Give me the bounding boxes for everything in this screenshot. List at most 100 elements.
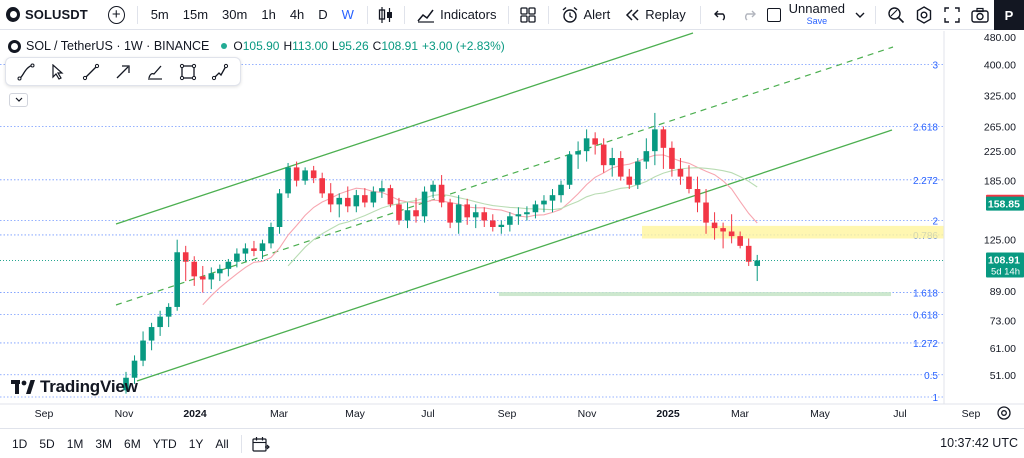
candle-body[interactable] — [592, 138, 598, 145]
layout-selector[interactable]: Unnamed Save — [763, 0, 869, 30]
axis-settings-gear-icon[interactable] — [996, 405, 1012, 421]
chart-type-candles-icon[interactable] — [374, 0, 398, 30]
candle-body[interactable] — [344, 197, 351, 207]
cursor-arrow-icon[interactable] — [47, 61, 69, 83]
candle-body[interactable] — [396, 204, 402, 221]
interval-4h[interactable]: 4h — [289, 7, 305, 22]
candle-body[interactable] — [652, 129, 658, 152]
quick-search-icon[interactable] — [882, 0, 910, 30]
candle-body[interactable] — [447, 202, 453, 223]
candle-body[interactable] — [208, 273, 215, 280]
candle-body[interactable] — [148, 327, 155, 341]
candle-body[interactable] — [413, 210, 419, 217]
candle-body[interactable] — [404, 210, 411, 221]
range-3m[interactable]: 3M — [95, 436, 113, 451]
candle-body[interactable] — [464, 204, 470, 218]
candle-body[interactable] — [455, 204, 462, 223]
symbol-search[interactable]: SOLUSDT — [25, 7, 88, 22]
candle-body[interactable] — [327, 193, 334, 205]
channel-middle-line[interactable] — [115, 46, 894, 306]
candle-body[interactable] — [669, 147, 675, 169]
candle-body[interactable] — [268, 226, 274, 244]
camera-snapshot-icon[interactable] — [966, 0, 994, 30]
range-5d[interactable]: 5D — [39, 436, 55, 451]
candle-body[interactable] — [140, 340, 146, 361]
candle-body[interactable] — [123, 377, 129, 391]
candle-body[interactable] — [285, 167, 291, 194]
candle-body[interactable] — [660, 129, 667, 148]
candle-body[interactable] — [421, 191, 428, 217]
candle-body[interactable] — [217, 268, 223, 274]
interval-5m[interactable]: 5m — [150, 7, 169, 22]
candle-body[interactable] — [199, 276, 206, 280]
candle-body[interactable] — [643, 151, 650, 162]
candle-body[interactable] — [225, 261, 232, 269]
publish-button[interactable]: P — [994, 0, 1024, 30]
candle-body[interactable] — [575, 151, 581, 155]
candle-body[interactable] — [583, 138, 590, 152]
interval-15m[interactable]: 15m — [182, 7, 209, 22]
candle-body[interactable] — [515, 214, 522, 217]
candle-body[interactable] — [276, 193, 283, 227]
candle-body[interactable] — [626, 176, 633, 185]
range-all[interactable]: All — [215, 436, 229, 451]
tradingview-logo[interactable]: TradingView — [11, 377, 138, 397]
draw-curve-icon[interactable] — [15, 61, 37, 83]
candle-body[interactable] — [524, 212, 530, 215]
candle-body[interactable] — [242, 248, 249, 254]
candle-body[interactable] — [711, 222, 718, 229]
trend-line-icon[interactable] — [80, 61, 102, 83]
indicators-button[interactable]: Indicators — [411, 0, 502, 30]
candle-body[interactable] — [737, 236, 743, 246]
redo-icon[interactable] — [735, 0, 763, 30]
save-link[interactable]: Save — [806, 15, 828, 26]
candle-body[interactable] — [600, 144, 607, 166]
candle-body[interactable] — [507, 216, 513, 225]
rectangle-tool-icon[interactable] — [177, 61, 199, 83]
candle-body[interactable] — [157, 316, 163, 328]
candle-body[interactable] — [302, 170, 308, 181]
range-1d[interactable]: 1D — [12, 436, 28, 451]
candle-body[interactable] — [353, 195, 360, 207]
candle-body[interactable] — [686, 176, 692, 190]
candle-body[interactable] — [472, 212, 479, 218]
candle-body[interactable] — [558, 184, 564, 196]
interval-d[interactable]: D — [318, 7, 328, 22]
candle-body[interactable] — [259, 243, 266, 251]
path-tool-icon[interactable] — [209, 61, 231, 83]
resistance-zone-highlight[interactable] — [642, 225, 944, 239]
date-range-calendar-icon[interactable] — [252, 436, 270, 452]
channel-upper-line[interactable] — [115, 32, 694, 225]
price-chart[interactable]: 32.6182.27220.7861.6180.6181.2720.51480.… — [0, 31, 1024, 428]
brush-icon[interactable] — [144, 61, 166, 83]
candle-body[interactable] — [165, 306, 172, 317]
undo-icon[interactable] — [707, 0, 735, 30]
candle-body[interactable] — [609, 157, 616, 166]
channel-lower-line[interactable] — [136, 129, 893, 382]
candle-body[interactable] — [549, 195, 556, 201]
utc-clock[interactable]: 10:37:42 UTC — [940, 436, 1018, 450]
candle-body[interactable] — [387, 188, 394, 205]
replay-button[interactable]: Replay — [616, 0, 693, 30]
candle-body[interactable] — [635, 161, 641, 185]
candle-body[interactable] — [489, 220, 496, 227]
candle-body[interactable] — [234, 253, 240, 262]
range-6m[interactable]: 6M — [124, 436, 141, 451]
range-1y[interactable]: 1Y — [188, 436, 204, 451]
support-zone-highlight[interactable] — [499, 292, 891, 297]
candle-body[interactable] — [498, 224, 505, 227]
candle-body[interactable] — [617, 157, 624, 177]
candle-body[interactable] — [336, 197, 343, 205]
candle-body[interactable] — [131, 360, 138, 378]
candle-body[interactable] — [182, 252, 189, 262]
candle-body[interactable] — [677, 168, 684, 177]
candle-body[interactable] — [293, 167, 300, 181]
candle-body[interactable] — [310, 170, 317, 179]
chevron-down-icon[interactable] — [855, 11, 865, 19]
candle-body[interactable] — [703, 202, 709, 223]
candle-body[interactable] — [319, 178, 325, 194]
price-label-box[interactable] — [986, 196, 1024, 211]
candle-body[interactable] — [481, 212, 488, 221]
candle-body[interactable] — [566, 154, 573, 185]
candle-body[interactable] — [438, 184, 445, 203]
